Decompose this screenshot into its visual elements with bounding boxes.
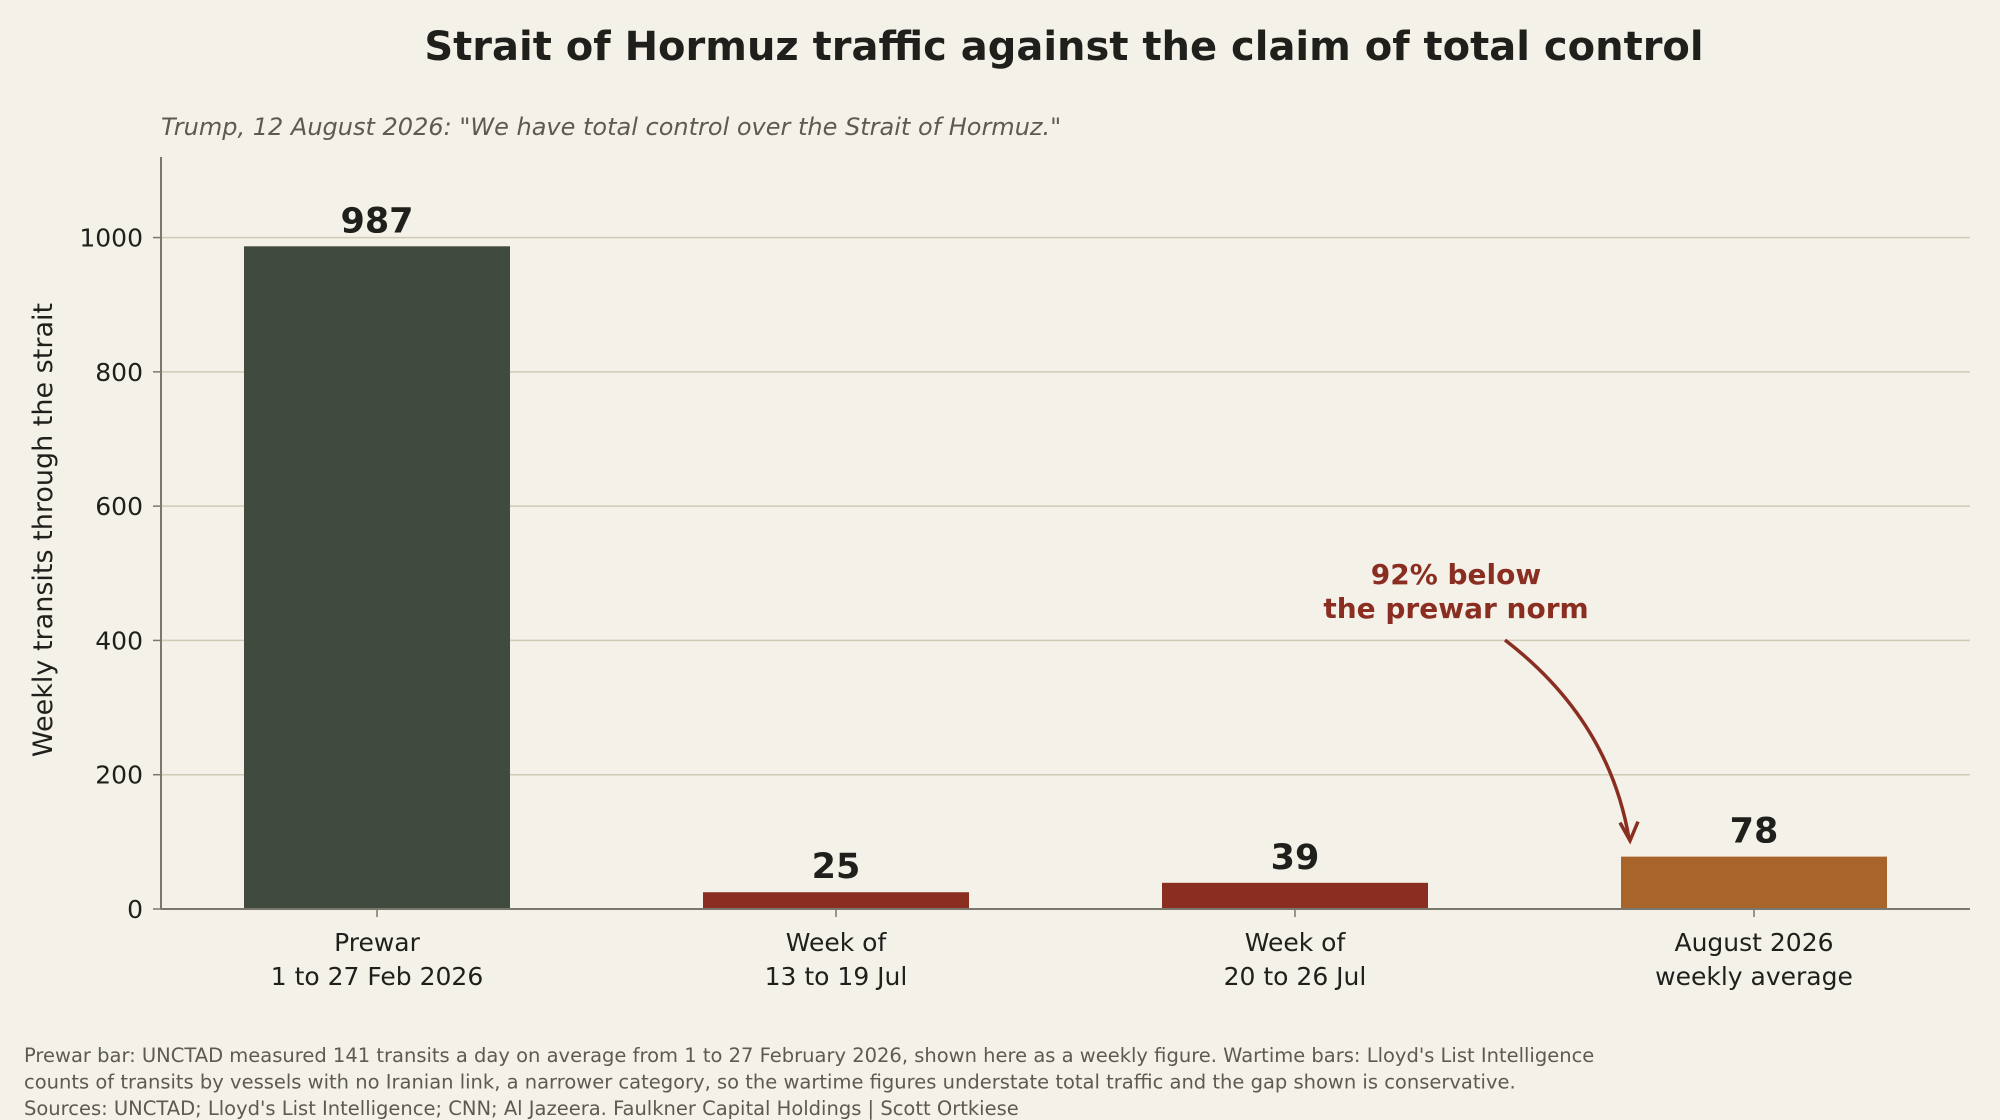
x-tick-label: Week of xyxy=(1245,928,1347,957)
bar xyxy=(244,246,510,910)
footer-line: counts of transits by vessels with no Ir… xyxy=(24,1071,1516,1094)
x-tick-label: 1 to 27 Feb 2026 xyxy=(271,962,484,991)
y-tick-label: 800 xyxy=(95,358,143,387)
bar-value-label: 25 xyxy=(812,847,861,887)
chart-title: Strait of Hormuz traffic against the cla… xyxy=(424,24,1703,70)
x-tick-label: August 2026 xyxy=(1674,928,1833,957)
y-tick-label: 1000 xyxy=(79,224,143,253)
y-axis-label: Weekly transits through the strait xyxy=(28,303,59,757)
bar-value-label: 78 xyxy=(1730,812,1779,852)
axes: 0 200 400 600 800 1000 xyxy=(79,157,1970,924)
bar xyxy=(1621,856,1887,909)
x-tick-label: weekly average xyxy=(1655,962,1853,991)
y-tick-label: 400 xyxy=(95,626,143,655)
annotation-arrowhead xyxy=(1618,820,1640,845)
bars xyxy=(244,246,1887,910)
x-tick-label: Prewar xyxy=(334,928,421,957)
bar-value-label: 987 xyxy=(340,201,413,241)
chart-subtitle: Trump, 12 August 2026: "We have total co… xyxy=(161,113,1061,141)
labels: 987 Prewar 1 to 27 Feb 2026 25 Week of 13 to … xyxy=(271,201,1853,991)
annotation-text: the prewar norm xyxy=(1323,592,1588,625)
y-tick-label: 200 xyxy=(95,761,143,790)
x-tick-label: 13 to 19 Jul xyxy=(765,962,908,991)
footer-line: Prewar bar: UNCTAD measured 141 transits… xyxy=(24,1044,1594,1067)
footer: Prewar bar: UNCTAD measured 141 transits… xyxy=(24,1044,1594,1120)
x-tick-label: Week of xyxy=(786,928,888,957)
y-tick-label: 0 xyxy=(127,895,143,924)
bar-value-label: 39 xyxy=(1271,838,1320,878)
y-tick-label: 600 xyxy=(95,492,143,521)
annotation-arrow xyxy=(1503,638,1631,839)
bar xyxy=(1162,882,1428,909)
x-tick-label: 20 to 26 Jul xyxy=(1224,962,1367,991)
annotation-text: 92% below xyxy=(1371,558,1542,591)
footer-line: Sources: UNCTAD; Lloyd's List Intelligen… xyxy=(24,1097,1019,1120)
bar xyxy=(703,892,969,909)
